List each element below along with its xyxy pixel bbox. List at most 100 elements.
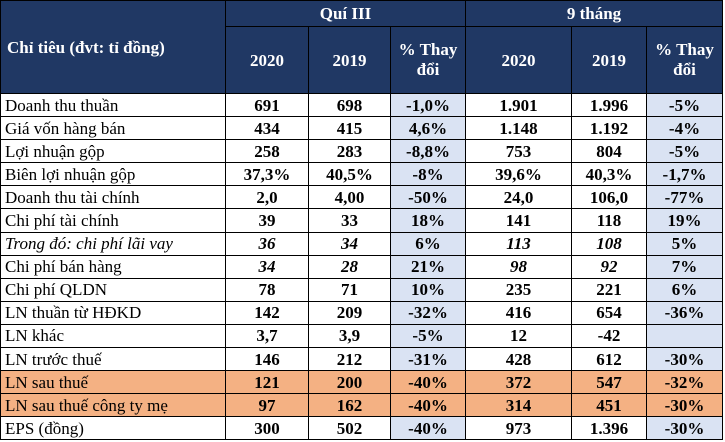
cell-q3-change: -50% — [390, 185, 466, 210]
table-row: LN trước thuế 146 212 -31% 428 612 -30% — [0, 347, 724, 372]
header-group-q3: Quí III — [225, 0, 466, 27]
cell-9m-change: -30% — [645, 347, 724, 372]
header-9m-2020: 2020 — [465, 26, 572, 94]
table-row: LN khác 3,7 3,9 -5% 12 -42 — [0, 323, 724, 349]
cell-q3-2020: 39 — [225, 208, 309, 233]
cell-9m-2020: 235 — [465, 277, 572, 302]
cell-q3-2020: 121 — [225, 370, 309, 395]
header-9m-change: % Thay đổi — [645, 26, 724, 94]
cell-q3-2019: 40,5% — [308, 162, 391, 187]
cell-9m-2020: 98 — [465, 254, 572, 279]
cell-9m-change: -1,7% — [645, 162, 724, 187]
header-q3-change: % Thay đổi — [390, 26, 466, 94]
cell-q3-change: 18% — [390, 208, 466, 233]
cell-q3-change: 4,6% — [390, 116, 466, 141]
cell-9m-2019: 612 — [571, 347, 647, 372]
cell-q3-change: -40% — [390, 393, 466, 418]
cell-9m-2020: 753 — [465, 139, 572, 164]
table-row: Doanh thu tài chính 2,0 4,00 -50% 24,0 1… — [0, 185, 724, 210]
cell-q3-2020: 142 — [225, 300, 309, 325]
row-label: Lợi nhuận gộp — [0, 139, 226, 164]
row-label: Giá vốn hàng bán — [0, 116, 226, 141]
cell-9m-2020: 1.148 — [465, 116, 572, 141]
row-label: LN trước thuế — [0, 347, 226, 372]
cell-9m-change: -77% — [645, 185, 724, 210]
header-q3-2020: 2020 — [225, 26, 309, 94]
cell-q3-2019: 415 — [308, 116, 391, 141]
cell-q3-2020: 3,7 — [225, 323, 309, 349]
cell-9m-2019: 108 — [571, 231, 647, 256]
cell-9m-2020: 314 — [465, 393, 572, 418]
cell-9m-2020: 416 — [465, 300, 572, 325]
cell-q3-change: -5% — [390, 323, 466, 349]
cell-q3-2019: 34 — [308, 231, 391, 256]
table-row-highlighted: LN sau thuế công ty mẹ 97 162 -40% 314 4… — [0, 393, 724, 418]
cell-q3-change: 21% — [390, 254, 466, 279]
cell-9m-change: -30% — [645, 416, 724, 441]
cell-9m-change: -5% — [645, 139, 724, 164]
cell-q3-2020: 146 — [225, 347, 309, 372]
row-label: EPS (đồng) — [0, 416, 226, 441]
row-label: Chi phí tài chính — [0, 208, 226, 233]
row-label: Biên lợi nhuận gộp — [0, 162, 226, 187]
cell-q3-2019: 3,9 — [308, 323, 391, 349]
cell-q3-change: -8,8% — [390, 139, 466, 164]
cell-q3-change: -40% — [390, 416, 466, 441]
table-row: Chi phí bán hàng 34 28 21% 98 92 7% — [0, 254, 724, 279]
row-label: LN sau thuế — [0, 370, 226, 395]
table-row: Lợi nhuận gộp 258 283 -8,8% 753 804 -5% — [0, 139, 724, 164]
cell-9m-2020: 12 — [465, 323, 572, 349]
row-label: Doanh thu thuần — [0, 92, 226, 118]
table-row: LN thuần từ HĐKD 142 209 -32% 416 654 -3… — [0, 300, 724, 325]
cell-q3-2019: 28 — [308, 254, 391, 279]
cell-q3-2020: 78 — [225, 277, 309, 302]
cell-9m-change: 5% — [645, 231, 724, 256]
cell-9m-2019: 547 — [571, 370, 647, 395]
cell-9m-change: -36% — [645, 300, 724, 325]
cell-q3-2020: 300 — [225, 416, 309, 441]
cell-9m-2020: 39,6% — [465, 162, 572, 187]
table-row: Trong đó: chi phí lãi vay 36 34 6% 113 1… — [0, 231, 724, 256]
cell-q3-2020: 34 — [225, 254, 309, 279]
cell-9m-change — [645, 323, 724, 349]
cell-9m-2019: -42 — [571, 323, 647, 349]
cell-q3-2019: 502 — [308, 416, 391, 441]
cell-9m-2019: 451 — [571, 393, 647, 418]
cell-q3-change: -32% — [390, 300, 466, 325]
cell-q3-change: -1,0% — [390, 92, 466, 118]
cell-q3-2019: 200 — [308, 370, 391, 395]
cell-q3-2019: 162 — [308, 393, 391, 418]
cell-9m-2020: 372 — [465, 370, 572, 395]
cell-q3-change: 10% — [390, 277, 466, 302]
cell-9m-2020: 141 — [465, 208, 572, 233]
row-label: LN sau thuế công ty mẹ — [0, 393, 226, 418]
table-row: Biên lợi nhuận gộp 37,3% 40,5% -8% 39,6%… — [0, 162, 724, 187]
table-row: Giá vốn hàng bán 434 415 4,6% 1.148 1.19… — [0, 116, 724, 141]
cell-9m-change: 6% — [645, 277, 724, 302]
cell-9m-change: 19% — [645, 208, 724, 233]
table-row: EPS (đồng) 300 502 -40% 973 1.396 -30% — [0, 416, 724, 441]
header-group-9-months: 9 tháng — [464, 0, 724, 27]
cell-q3-2020: 2,0 — [225, 185, 309, 210]
cell-q3-2020: 37,3% — [225, 162, 309, 187]
cell-9m-change: -32% — [645, 370, 724, 395]
header-9m-2019: 2019 — [571, 26, 647, 94]
cell-q3-2019: 212 — [308, 347, 391, 372]
cell-9m-change: -5% — [645, 92, 724, 118]
row-label: Chi phí bán hàng — [0, 254, 226, 279]
row-label: LN khác — [0, 323, 226, 349]
row-label: Trong đó: chi phí lãi vay — [0, 231, 226, 256]
cell-9m-2019: 40,3% — [571, 162, 647, 187]
cell-9m-2019: 654 — [571, 300, 647, 325]
cell-q3-2019: 209 — [308, 300, 391, 325]
cell-q3-2020: 691 — [225, 92, 309, 118]
table-row: Chi phí tài chính 39 33 18% 141 118 19% — [0, 208, 724, 233]
cell-q3-2020: 97 — [225, 393, 309, 418]
cell-9m-2019: 118 — [571, 208, 647, 233]
cell-9m-2019: 106,0 — [571, 185, 647, 210]
cell-9m-2020: 113 — [465, 231, 572, 256]
cell-q3-2019: 698 — [308, 92, 391, 118]
cell-9m-2020: 973 — [465, 416, 572, 441]
cell-9m-2019: 1.996 — [571, 92, 647, 118]
